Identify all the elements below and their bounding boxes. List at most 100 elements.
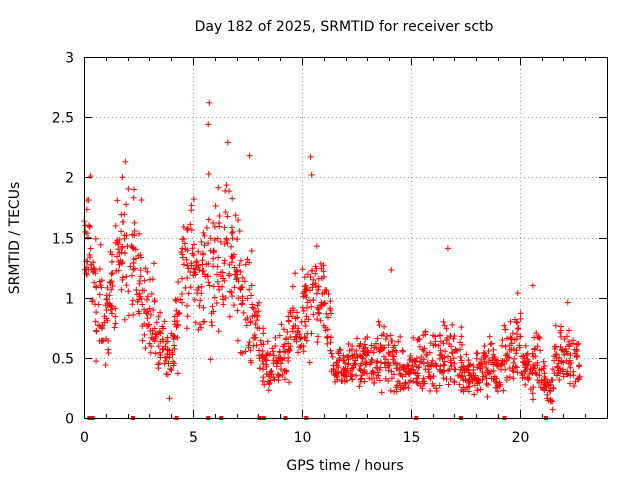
data-point xyxy=(251,331,258,338)
data-point xyxy=(477,386,484,393)
data-point xyxy=(395,338,402,345)
data-point xyxy=(148,343,155,350)
data-point xyxy=(449,350,456,357)
data-point xyxy=(450,355,457,362)
data-point xyxy=(216,213,223,220)
data-point xyxy=(248,359,255,366)
data-point xyxy=(112,313,119,320)
data-point xyxy=(483,364,490,371)
data-point xyxy=(295,325,302,332)
data-point xyxy=(517,315,524,322)
data-point xyxy=(451,379,458,386)
data-point xyxy=(143,296,150,303)
data-point xyxy=(170,333,177,340)
data-point xyxy=(563,371,570,378)
x-tick-label: 0 xyxy=(80,430,89,446)
data-point xyxy=(349,376,356,383)
data-point xyxy=(510,375,517,382)
data-point xyxy=(492,360,499,367)
data-point xyxy=(318,265,325,272)
data-point xyxy=(144,293,151,300)
data-point xyxy=(208,310,215,317)
data-point xyxy=(263,357,270,364)
data-point xyxy=(435,342,442,349)
data-point xyxy=(280,343,287,350)
data-point xyxy=(461,364,468,371)
data-point xyxy=(234,337,241,344)
data-point xyxy=(522,342,529,349)
data-point xyxy=(356,383,363,390)
data-point xyxy=(426,374,433,381)
data-point xyxy=(223,182,230,189)
data-point xyxy=(572,378,579,385)
data-point xyxy=(308,303,315,310)
data-point xyxy=(187,284,194,291)
data-point xyxy=(108,271,115,278)
data-point xyxy=(514,369,521,376)
data-point xyxy=(482,354,489,361)
data-point xyxy=(563,333,570,340)
data-point-peak xyxy=(246,152,253,159)
data-point xyxy=(292,322,299,329)
data-point xyxy=(135,308,142,315)
data-point xyxy=(424,359,431,366)
data-point xyxy=(238,284,245,291)
data-point xyxy=(440,340,447,347)
data-point xyxy=(205,260,212,267)
data-point xyxy=(251,312,258,319)
data-point xyxy=(356,366,363,373)
data-point xyxy=(381,323,388,330)
data-point xyxy=(101,313,108,320)
data-point xyxy=(460,377,467,384)
data-point xyxy=(230,251,237,258)
data-point xyxy=(558,358,565,365)
data-point xyxy=(544,391,551,398)
data-point xyxy=(268,367,275,374)
data-point xyxy=(200,304,207,311)
data-point xyxy=(264,378,271,385)
data-point xyxy=(466,362,473,369)
data-point xyxy=(507,318,514,325)
data-point xyxy=(564,350,571,357)
data-point xyxy=(324,340,331,347)
data-point xyxy=(436,382,443,389)
data-point xyxy=(339,377,346,384)
data-point xyxy=(267,377,274,384)
data-point xyxy=(349,371,356,378)
data-point xyxy=(144,315,151,322)
data-point xyxy=(495,357,502,364)
data-point xyxy=(198,324,205,331)
data-point xyxy=(229,195,236,202)
data-point xyxy=(573,353,580,360)
data-point xyxy=(440,318,447,325)
data-point xyxy=(551,346,558,353)
data-point xyxy=(203,224,210,231)
data-point xyxy=(447,375,454,382)
data-point xyxy=(183,325,190,332)
data-point xyxy=(267,369,274,376)
data-point xyxy=(157,330,164,337)
data-point xyxy=(285,318,292,325)
data-point xyxy=(415,364,422,371)
data-point xyxy=(327,298,334,305)
data-point xyxy=(420,356,427,363)
data-point xyxy=(533,329,540,336)
data-point xyxy=(85,234,92,241)
data-point xyxy=(292,315,299,322)
data-point xyxy=(282,348,289,355)
data-point xyxy=(87,245,94,252)
data-point xyxy=(184,226,191,233)
data-point xyxy=(282,367,289,374)
data-point xyxy=(538,377,545,384)
data-point xyxy=(551,370,558,377)
data-point xyxy=(147,327,154,334)
data-point xyxy=(141,287,148,294)
data-point xyxy=(114,253,121,260)
data-point xyxy=(303,293,310,300)
data-point xyxy=(522,381,529,388)
data-point xyxy=(102,361,109,368)
data-point xyxy=(260,325,267,332)
data-point xyxy=(504,354,511,361)
data-point xyxy=(310,297,317,304)
data-point xyxy=(519,375,526,382)
